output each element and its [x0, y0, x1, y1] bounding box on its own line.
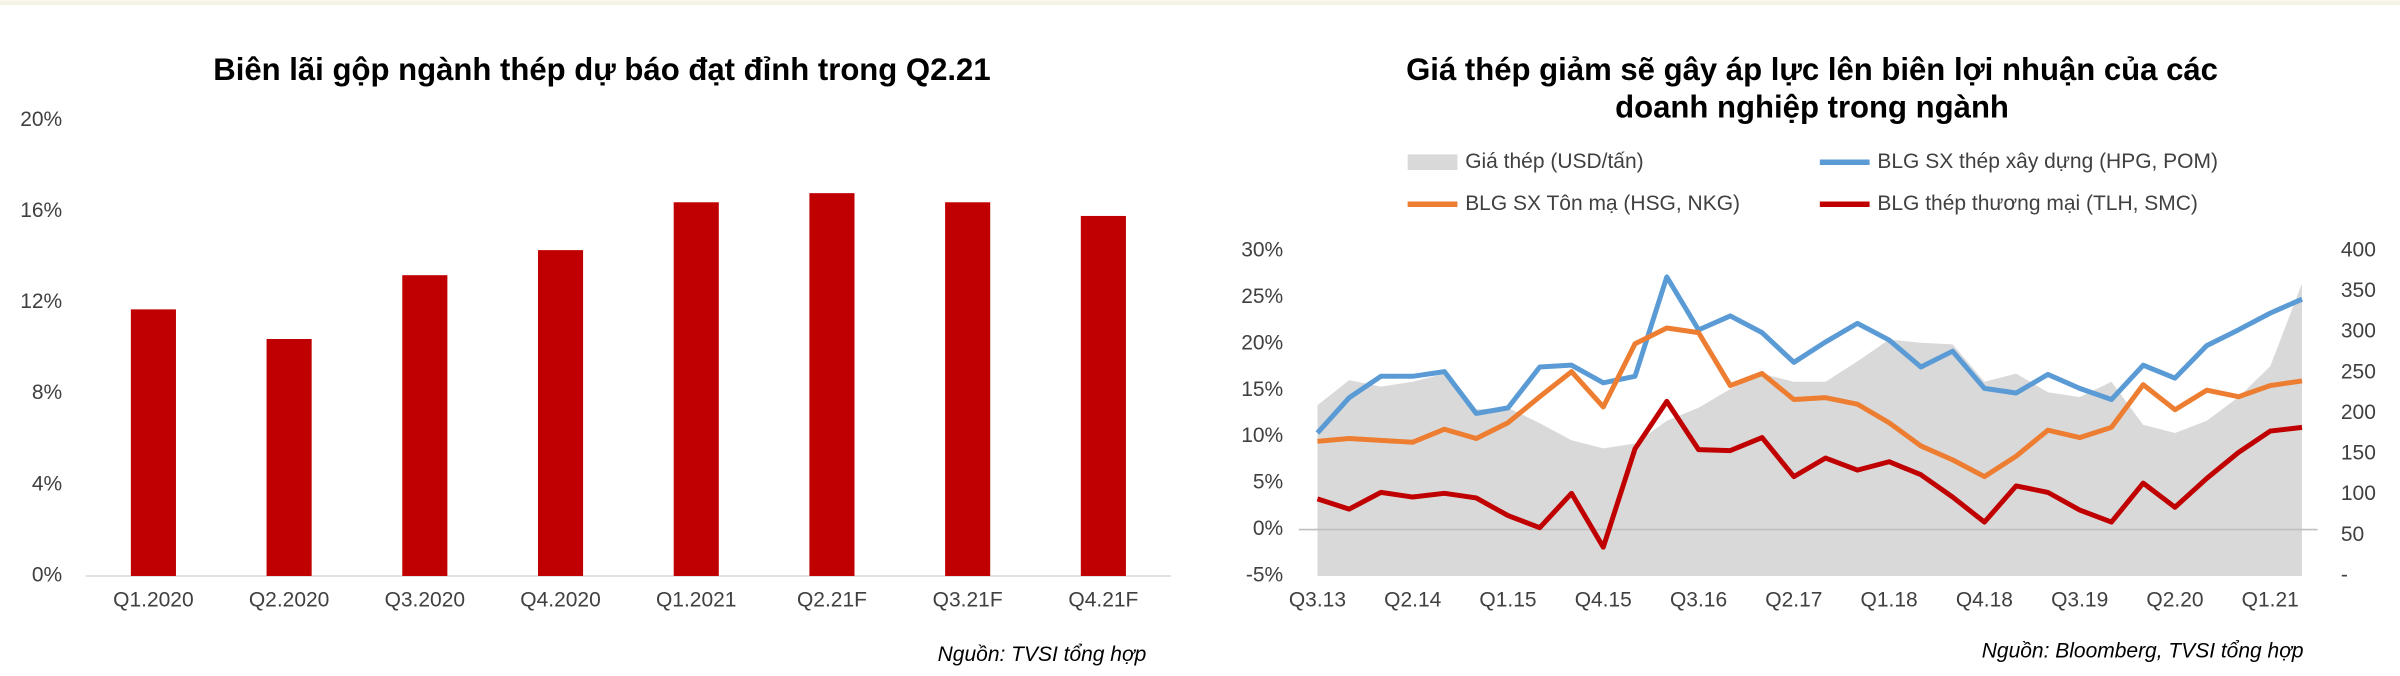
y2-tick-label: 400 — [2341, 238, 2376, 261]
y-tick-label: 12% — [20, 290, 62, 313]
y-tick-label: 8% — [32, 381, 62, 404]
bar — [673, 202, 719, 576]
chart-title: doanh nghiệp trong ngành — [1615, 90, 2009, 125]
legend-label: BLG SX thép xây dựng (HPG, POM) — [1877, 150, 2218, 173]
y2-tick-label: 300 — [2341, 320, 2376, 343]
y-tick-label: 10% — [1241, 424, 1283, 447]
x-tick-label: Q2.14 — [1384, 588, 1441, 611]
x-tick-label: Q4.21F — [1068, 588, 1138, 611]
y-tick-label: 30% — [1241, 238, 1283, 261]
y2-tick-label: - — [2341, 564, 2348, 587]
x-tick-label: Q4.18 — [1956, 588, 2013, 611]
x-tick-label: Q3.13 — [1289, 588, 1346, 611]
legend-swatch — [1407, 154, 1458, 171]
x-tick-label: Q3.16 — [1670, 588, 1727, 611]
y2-tick-label: 350 — [2341, 279, 2376, 302]
x-tick-label: Q2.17 — [1765, 588, 1822, 611]
y-tick-label: 4% — [32, 472, 62, 495]
line — [1315, 274, 2304, 435]
line — [1316, 398, 2303, 550]
y-tick-label: 5% — [1253, 471, 1283, 494]
legend-label: Giá thép (USD/tấn) — [1465, 150, 1643, 173]
bar — [537, 250, 584, 576]
x-tick-label: Q1.15 — [1479, 588, 1536, 611]
bar — [945, 202, 991, 576]
x-tick-label: Q2.21F — [797, 588, 867, 611]
source-note: Nguồn: TVSI tổng hợp — [938, 643, 1147, 666]
x-tick-label: Q1.18 — [1861, 588, 1918, 611]
legend-label: BLG SX Tôn mạ (HSG, NKG) — [1465, 192, 1740, 215]
y-tick-label: 20% — [1241, 331, 1283, 354]
y2-tick-label: 250 — [2341, 360, 2376, 383]
y-tick-label: 0% — [1253, 517, 1283, 540]
y-tick-label: 0% — [32, 564, 62, 587]
x-tick-label: Q3.21F — [933, 588, 1003, 611]
x-tick-label: Q1.2020 — [113, 588, 194, 611]
y2-tick-label: 200 — [2341, 401, 2376, 424]
line — [1317, 325, 2303, 480]
bar — [266, 338, 312, 576]
y-tick-label: 25% — [1241, 285, 1283, 308]
x-tick-label: Q3.19 — [2051, 588, 2108, 611]
x-tick-label: Q1.21 — [2242, 588, 2299, 611]
area — [1317, 283, 2303, 576]
x-tick-label: Q4.2020 — [520, 588, 601, 611]
bar — [130, 309, 176, 576]
bar — [809, 193, 855, 576]
y2-tick-label: 50 — [2341, 523, 2364, 546]
legend-label: BLG thép thương mại (TLH, SMC) — [1877, 192, 2198, 215]
bar — [1080, 215, 1126, 576]
x-tick-label: Q3.2020 — [385, 588, 466, 611]
x-tick-label: Q1.2021 — [656, 588, 737, 611]
x-tick-label: Q2.20 — [2146, 588, 2203, 611]
y2-tick-label: 100 — [2341, 482, 2376, 505]
source-note: Nguồn: Bloomberg, TVSI tổng hợp — [1982, 640, 2304, 663]
chart-title: Giá thép giảm sẽ gây áp lực lên biên lợi… — [1406, 52, 2218, 87]
bar — [402, 275, 448, 576]
top-strip — [0, 0, 2400, 6]
chart-title: Biên lãi gộp ngành thép dự báo đạt đỉnh … — [213, 52, 990, 87]
y2-tick-label: 150 — [2341, 442, 2376, 465]
x-tick-label: Q2.2020 — [249, 588, 330, 611]
x-tick-label: Q4.15 — [1575, 588, 1632, 611]
y-tick-label: 20% — [20, 108, 62, 131]
y-tick-label: 16% — [20, 199, 62, 222]
y-tick-label: -5% — [1246, 564, 1283, 587]
y-tick-label: 15% — [1241, 378, 1283, 401]
